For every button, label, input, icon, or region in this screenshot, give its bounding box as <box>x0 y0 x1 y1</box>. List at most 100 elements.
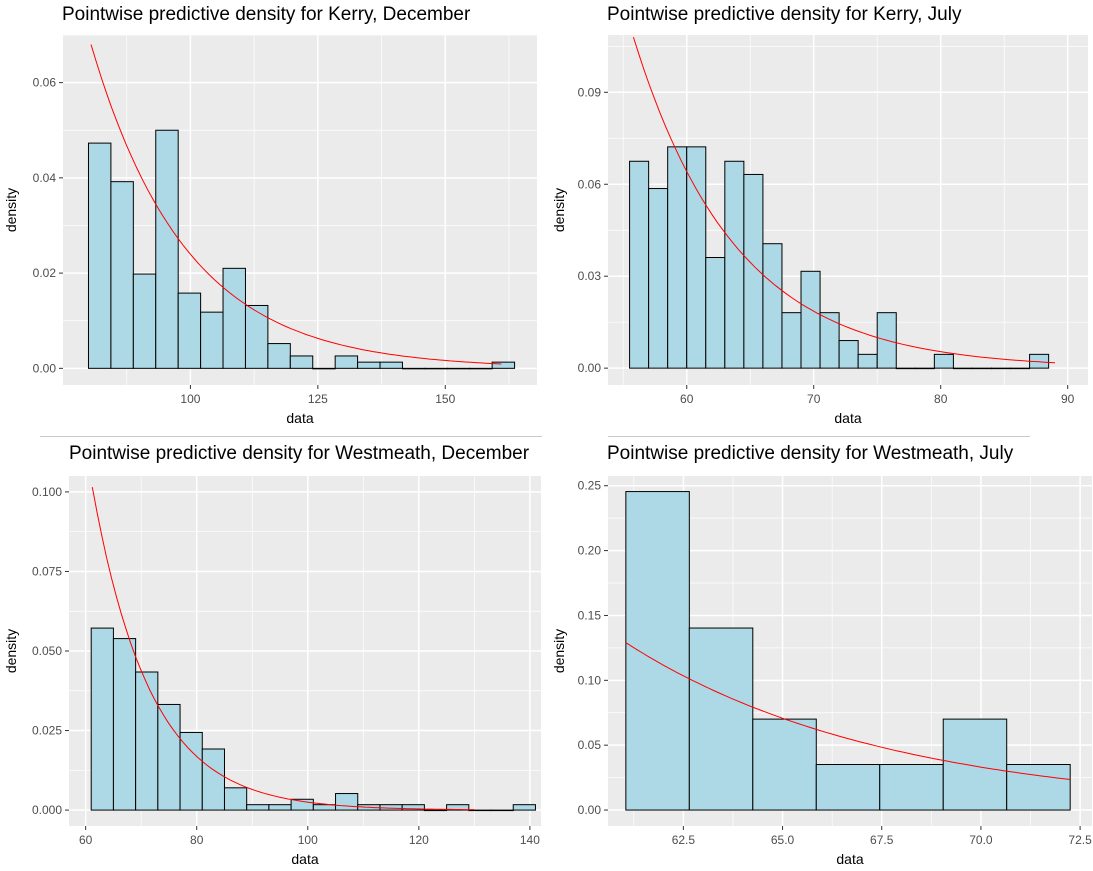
histogram-bar <box>401 804 425 811</box>
y-tick-label: 0.050 <box>32 644 62 658</box>
histogram-bar <box>625 491 690 811</box>
x-axis-label: data <box>836 851 863 867</box>
histogram-bar <box>179 731 203 811</box>
x-tick-label: 80 <box>934 392 948 406</box>
histogram-bar <box>942 718 1008 811</box>
histogram-bar <box>267 343 291 369</box>
chart-svg: 60 70 80 90 0.00 0.03 0.06 0.09 data density <box>551 35 1088 426</box>
x-axis-label: data <box>286 410 313 426</box>
histogram-bar <box>819 312 840 369</box>
x-tick-label: 140 <box>520 833 540 847</box>
histogram-bar <box>157 703 181 811</box>
x-tick-label: 65.0 <box>771 833 795 847</box>
chart-title: Pointwise predictive density for Westmea… <box>607 443 1014 464</box>
histogram-bar <box>379 804 403 811</box>
histogram-bar <box>688 627 754 811</box>
x-tick-label: 120 <box>409 833 429 847</box>
y-axis-label: density <box>3 629 19 673</box>
histogram-bar <box>1010 367 1031 370</box>
histogram-bar <box>914 367 935 370</box>
y-tick-label: 0.03 <box>578 269 602 283</box>
histogram-bar <box>800 270 821 369</box>
x-tick-label: 70 <box>807 392 821 406</box>
density-curve <box>90 44 502 365</box>
histogram-bar <box>781 312 802 369</box>
histogram-bar <box>268 804 292 811</box>
histogram-bar <box>491 361 516 369</box>
histogram-bar <box>990 367 1012 370</box>
chart-westmeath-december: Pointwise predictive density for Westmea… <box>0 438 546 871</box>
x-tick-label: 100 <box>298 833 318 847</box>
x-tick-label: 90 <box>1061 392 1075 406</box>
y-tick-label: 0.075 <box>32 564 62 578</box>
histogram-bar <box>762 243 783 369</box>
histogram-bar <box>423 809 448 812</box>
density-curve <box>625 642 1071 780</box>
histogram-bar <box>132 273 157 369</box>
histogram-bar <box>686 146 707 369</box>
histogram-bar <box>379 361 403 369</box>
horizontal-divider <box>608 436 1030 437</box>
x-tick-label: 70.0 <box>969 833 993 847</box>
histogram-bar <box>838 340 859 369</box>
histogram-bar <box>424 367 448 370</box>
histogram-bar <box>490 809 514 812</box>
histogram-bar <box>135 671 159 811</box>
y-tick-label: 0.15 <box>578 608 602 622</box>
chart-westmeath-july: Pointwise predictive density for Westmea… <box>548 438 1093 871</box>
chart-title: Pointwise predictive density for Westmea… <box>69 443 530 464</box>
histogram-bar <box>246 804 270 811</box>
x-tick-label: 60 <box>79 833 93 847</box>
horizontal-divider <box>40 436 542 437</box>
histogram-bar <box>357 361 381 369</box>
x-tick-label: 125 <box>308 392 328 406</box>
density-curve <box>91 487 475 811</box>
y-tick-label: 0.00 <box>33 361 57 375</box>
chart-svg: 62.5 65.0 67.5 70.0 72.5 0.00 0.05 0.10 0.15 0.20… <box>551 476 1092 867</box>
x-tick-label: 100 <box>180 392 200 406</box>
histogram-bar <box>1006 764 1071 811</box>
histogram-bar <box>857 353 878 369</box>
y-tick-label: 0.20 <box>578 544 602 558</box>
y-tick-label: 0.05 <box>578 738 602 752</box>
histogram-bar <box>933 353 954 369</box>
histogram-bar <box>879 764 944 811</box>
histogram-bar <box>289 355 314 369</box>
histogram-bar <box>512 804 536 811</box>
y-tick-label: 0.06 <box>33 76 57 90</box>
y-tick-label: 0.100 <box>32 485 62 499</box>
histogram-bar <box>629 160 650 369</box>
chart-title: Pointwise predictive density for Kerry, … <box>62 4 471 25</box>
histogram-bar <box>401 367 426 370</box>
y-tick-label: 0.10 <box>578 673 602 687</box>
histogram-bar <box>312 367 336 370</box>
histogram-bar <box>743 173 764 369</box>
y-axis-label: density <box>551 188 567 232</box>
y-tick-label: 0.00 <box>578 803 602 817</box>
y-axis-label: density <box>551 629 567 673</box>
histogram-bar <box>244 304 269 369</box>
histogram-bar <box>971 367 992 370</box>
histogram-bar <box>469 367 493 370</box>
y-tick-label: 0.06 <box>578 177 602 191</box>
histogram-bar <box>468 809 492 812</box>
histogram-bar <box>201 748 225 811</box>
histogram-bar <box>705 257 726 369</box>
histogram-bar <box>815 764 881 811</box>
y-tick-label: 0.04 <box>33 171 57 185</box>
histogram-bar <box>952 367 973 370</box>
density-curve <box>632 36 1056 364</box>
y-tick-label: 0.25 <box>578 479 602 493</box>
histogram-bar <box>155 129 179 369</box>
chart-kerry-december: Pointwise predictive density for Kerry, … <box>0 0 546 435</box>
y-tick-label: 0.02 <box>33 266 57 280</box>
histogram-bar <box>667 146 688 369</box>
y-tick-label: 0.00 <box>578 361 602 375</box>
x-tick-label: 80 <box>190 833 204 847</box>
histogram-bar <box>335 793 359 811</box>
histogram-bar <box>334 355 359 369</box>
x-tick-label: 72.5 <box>1068 833 1092 847</box>
histogram-bar <box>177 292 202 369</box>
histogram-bar <box>222 267 246 369</box>
x-axis-label: data <box>834 410 861 426</box>
